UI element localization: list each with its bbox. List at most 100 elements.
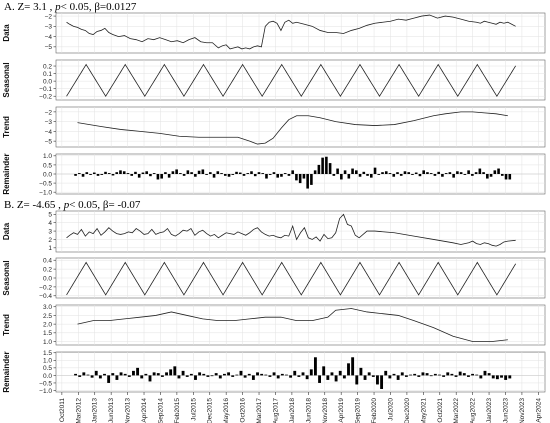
remainder-bar	[463, 174, 467, 175]
remainder-bar	[111, 373, 115, 376]
remainder-bar	[132, 370, 135, 376]
y-tick-label: 5	[48, 212, 52, 219]
remainder-bar	[107, 173, 111, 174]
x-tick-label: Jun2023	[502, 398, 509, 423]
remainder-bar	[268, 174, 272, 175]
remainder-bar	[272, 372, 276, 376]
plot-frame	[55, 351, 546, 393]
remainder-bar	[130, 174, 134, 176]
axis-label-seasonal: Seasonal	[2, 260, 11, 295]
x-tick-label: Oct2021	[437, 398, 444, 423]
remainder-bar	[239, 370, 243, 376]
remainder-bar	[137, 174, 141, 178]
remainder-bar	[197, 170, 201, 174]
x-tick-label: Apr2014	[141, 398, 148, 423]
y-tick-label: 1.0	[43, 153, 52, 160]
remainder-bar	[287, 174, 291, 176]
remainder-bar	[467, 170, 470, 174]
remainder-bar	[384, 171, 388, 174]
axis-label-trend: Trend	[2, 116, 11, 138]
y-tick-label: 1	[48, 245, 52, 252]
x-tick-label: Feb2015	[174, 398, 181, 423]
remainder-bar	[134, 171, 137, 174]
remainder-bar	[126, 173, 130, 174]
remainder-bar	[160, 375, 164, 377]
remainder-bar	[261, 173, 265, 174]
x-tick-label: Jan2013	[92, 398, 99, 423]
x-tick-label: May2021	[420, 398, 427, 423]
panel-a-title: A. Z= 3.1 , p< 0.05, β=0.0127	[4, 1, 137, 13]
remainder-bar	[86, 374, 90, 376]
x-tick-label: Nov2013	[125, 398, 132, 423]
y-tick-label: −1.0	[39, 190, 52, 197]
remainder-bar	[220, 173, 223, 174]
remainder-bar	[448, 172, 452, 174]
y-tick-label: −5	[45, 139, 53, 146]
y-tick-label: 1.0	[43, 358, 52, 365]
x-tick-label: Mar2017	[256, 398, 263, 423]
y-tick-label: 0.0	[43, 275, 52, 282]
remainder-bar	[359, 367, 363, 376]
y-tick-label: 0.0	[43, 373, 52, 380]
remainder-bar	[508, 375, 512, 379]
remainder-bar	[321, 157, 324, 174]
x-tick-label: Oct2016	[240, 398, 247, 423]
remainder-bar	[501, 174, 504, 176]
subplot-b-trend: 3.0 2.5 2.01.5 1.0 Trend	[2, 304, 546, 346]
y-tick-label: −0.1	[39, 86, 52, 93]
subplot-a-data: −2 −3 −4 −5 Data	[2, 12, 546, 54]
x-tick-label: Oct2011	[59, 398, 66, 422]
remainder-bar	[123, 373, 127, 376]
remainder-bar	[201, 169, 205, 174]
remainder-bar	[491, 375, 495, 379]
x-tick-label: Sep2014	[157, 398, 164, 423]
remainder-bar	[227, 174, 231, 177]
x-tick-label: Jul2015	[190, 398, 197, 421]
remainder-bar	[107, 375, 111, 383]
remainder-bar	[371, 375, 375, 377]
remainder-bar	[74, 174, 77, 176]
y-tick-label: 2.0	[43, 322, 52, 329]
remainder-bar	[409, 374, 412, 376]
remainder-bar	[508, 174, 512, 180]
x-tick-label: Apr2024	[535, 398, 542, 423]
remainder-bar	[384, 370, 388, 376]
remainder-bar	[231, 174, 235, 175]
remainder-bar	[310, 174, 313, 185]
remainder-bar	[450, 373, 454, 376]
remainder-bar	[78, 173, 81, 174]
remainder-bar	[103, 373, 106, 376]
remainder-bar	[355, 375, 359, 385]
subplot-b-data: 12 345 Data	[2, 210, 546, 253]
remainder-bar	[164, 172, 167, 174]
remainder-bar	[413, 373, 417, 376]
remainder-bar	[483, 370, 487, 376]
remainder-bar	[376, 375, 379, 385]
remainder-bar	[306, 174, 309, 189]
remainder-bar	[235, 171, 238, 174]
y-tick-label: 3.0	[43, 304, 52, 311]
remainder-bar	[89, 174, 92, 175]
remainder-bar	[214, 373, 218, 376]
remainder-bar	[182, 174, 186, 176]
remainder-bar	[407, 172, 411, 174]
remainder-bar	[100, 174, 104, 175]
remainder-bar	[456, 171, 459, 174]
remainder-bar	[231, 375, 235, 377]
remainder-bar	[144, 373, 148, 376]
remainder-bar	[487, 373, 491, 376]
remainder-bar	[342, 375, 346, 379]
remainder-bar	[441, 174, 444, 177]
remainder-bar	[181, 370, 185, 376]
remainder-bar	[194, 174, 197, 177]
y-tick-label: −1.0	[39, 388, 52, 395]
remainder-bar	[78, 375, 82, 377]
remainder-bar	[94, 370, 98, 376]
x-tick-label: Jan2018	[289, 398, 296, 423]
remainder-bar	[452, 174, 455, 178]
y-tick-label: −3	[45, 24, 53, 31]
remainder-bar	[474, 172, 478, 174]
remainder-bar	[198, 372, 202, 376]
remainder-bar	[309, 369, 313, 376]
y-tick-label: 0.0	[43, 79, 52, 86]
